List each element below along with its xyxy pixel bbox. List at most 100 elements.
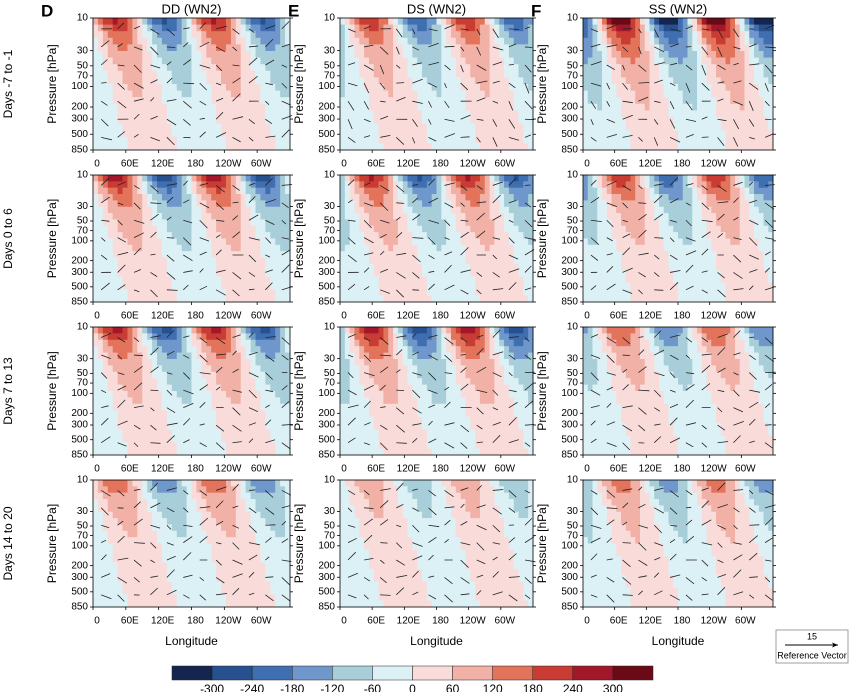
contour-cell <box>132 90 138 98</box>
contour-cell <box>181 270 188 278</box>
contour-cell <box>460 57 466 65</box>
contour-cell <box>368 70 375 78</box>
contour-cell <box>240 143 247 151</box>
contour-cell <box>523 181 529 189</box>
contour-cell <box>407 31 413 39</box>
contour-cell <box>166 276 173 284</box>
contour-cell <box>97 225 104 233</box>
contour-cell <box>112 492 119 500</box>
contour-cell <box>465 136 471 144</box>
contour-cell <box>275 57 281 65</box>
contour-cell <box>235 37 242 45</box>
contour-cell <box>255 587 261 595</box>
contour-cell <box>235 130 242 138</box>
contour-cell <box>132 175 138 182</box>
contour-cell <box>450 18 457 26</box>
wind-vector <box>265 336 276 338</box>
contour-cell <box>97 581 104 589</box>
wind-vector <box>428 28 438 32</box>
contour-cell <box>245 175 252 182</box>
contour-cell <box>373 77 380 85</box>
contour-cell <box>97 257 104 265</box>
contour-cell <box>112 549 119 557</box>
contour-cell <box>275 130 281 138</box>
contour-cell <box>225 263 232 271</box>
contour-cell <box>484 97 491 105</box>
contour-cell <box>494 90 500 98</box>
contour-cell <box>112 84 119 92</box>
contour-cell <box>250 213 257 220</box>
contour-cell <box>127 194 133 201</box>
contour-cell <box>186 556 192 564</box>
contour-cell <box>142 346 148 354</box>
contour-cell <box>147 225 153 233</box>
contour-cell <box>211 492 217 500</box>
contour-cell <box>354 213 360 220</box>
contour-cell <box>499 117 505 125</box>
contour-cell <box>240 200 247 208</box>
contour-cell <box>211 251 217 259</box>
contour-cell <box>157 391 163 398</box>
wind-vector <box>166 46 176 48</box>
contour-cell <box>245 90 252 98</box>
contour-cell <box>102 206 109 214</box>
contour-cell <box>441 77 447 85</box>
contour-cell <box>225 84 232 92</box>
contour-cell <box>489 24 495 32</box>
contour-cell <box>431 77 438 85</box>
contour-cell <box>166 384 173 392</box>
wind-vector <box>281 64 287 68</box>
contour-cell <box>260 206 266 214</box>
contour-cell <box>460 51 466 59</box>
y-tick-label: 70 <box>77 70 89 81</box>
wind-vector <box>199 536 208 543</box>
wind-vector <box>166 61 172 66</box>
contour-cell <box>250 44 257 52</box>
contour-cell <box>260 339 266 347</box>
contour-cell <box>107 103 114 111</box>
contour-cell <box>479 123 486 131</box>
wind-vector <box>524 82 530 94</box>
contour-cell <box>383 136 389 144</box>
wind-vector <box>412 78 423 84</box>
contour-cell <box>102 276 109 284</box>
contour-cell <box>152 410 158 418</box>
contour-cell <box>157 244 163 252</box>
contour-cell <box>349 84 355 92</box>
contour-cell <box>181 524 188 532</box>
contour-cell <box>191 333 197 341</box>
wind-vector <box>199 285 208 291</box>
contour-cell <box>127 103 133 111</box>
contour-cell <box>122 410 128 418</box>
contour-cell <box>181 397 188 405</box>
contour-cell <box>344 213 351 220</box>
contour-cell <box>508 123 515 131</box>
contour-cell <box>147 505 153 513</box>
contour-cell <box>368 200 375 208</box>
contour-cell <box>176 442 183 450</box>
contour-cell <box>196 181 202 189</box>
contour-cell <box>181 225 188 233</box>
contour-cell <box>475 136 481 144</box>
contour-cell <box>112 57 119 65</box>
contour-cell <box>147 448 153 456</box>
contour-cell <box>518 181 524 189</box>
contour-cell <box>245 51 252 59</box>
contour-cell <box>191 181 197 189</box>
wind-vector <box>232 136 241 143</box>
contour-cell <box>191 480 197 487</box>
contour-cell <box>489 110 495 118</box>
contour-cell <box>436 143 442 151</box>
contour-cell <box>137 24 143 32</box>
contour-cell <box>285 90 291 98</box>
contour-cell <box>201 391 207 398</box>
contour-cell <box>484 31 491 39</box>
wind-vector <box>347 100 355 111</box>
contour-cell <box>340 64 346 72</box>
contour-cell <box>152 70 158 78</box>
contour-cell <box>441 143 447 151</box>
contour-cell <box>494 181 500 189</box>
contour-cell <box>270 103 276 111</box>
contour-cell <box>216 359 222 366</box>
contour-cell <box>280 549 286 557</box>
